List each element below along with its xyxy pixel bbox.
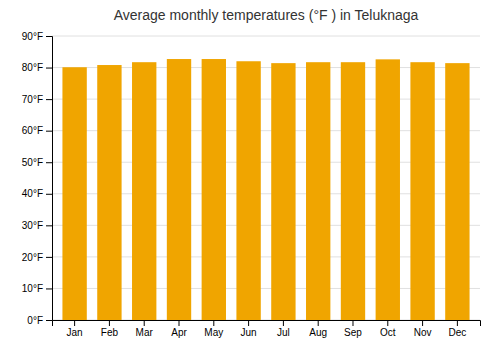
x-tick-label: May (204, 327, 223, 338)
y-tick-mark (46, 99, 52, 100)
grid-line (52, 36, 480, 37)
x-tick-mark (457, 320, 458, 326)
x-tick-mark (352, 320, 353, 326)
bar (97, 65, 121, 320)
x-tick: Mar (136, 320, 154, 338)
x-tick-label: Nov (414, 327, 432, 338)
x-tick-label: Oct (380, 327, 396, 338)
y-tick: 80°F (22, 62, 52, 73)
bar (271, 63, 295, 320)
x-tick-label: Jul (277, 327, 290, 338)
y-tick-mark (46, 225, 52, 226)
y-tick: 10°F (22, 283, 52, 294)
x-tick: Jan (67, 320, 83, 338)
y-tick-mark (46, 68, 52, 69)
x-tick: Apr (171, 320, 187, 338)
x-tick: Sep (344, 320, 362, 338)
y-tick-mark (46, 131, 52, 132)
bar (167, 59, 191, 320)
title: Average monthly temperatures (°F ) in Te… (114, 7, 419, 23)
bar (236, 61, 260, 320)
x-tick-mark (109, 320, 110, 326)
y-tick-mark (46, 36, 52, 37)
y-tick: 60°F (22, 125, 52, 136)
y-tick: 90°F (22, 31, 52, 42)
y-tick-label: 70°F (22, 94, 43, 105)
x-tick-mark (74, 320, 75, 326)
y-tick-label: 60°F (22, 125, 43, 136)
y-tick-mark (46, 320, 52, 321)
x-tick-mark (179, 320, 180, 326)
y-tick-mark (46, 257, 52, 258)
x-tick-label: Feb (101, 327, 119, 338)
y-tick-mark (46, 162, 52, 163)
x-tick: Feb (101, 320, 119, 338)
bar (132, 62, 156, 320)
y-axis-line (46, 37, 53, 321)
y-tick: 20°F (22, 252, 52, 263)
x-tick: Jun (241, 320, 257, 338)
x-tick-label: Aug (309, 327, 327, 338)
x-tick-label: Dec (448, 327, 466, 338)
x-tick-label: Jun (241, 327, 257, 338)
x-tick: Nov (414, 320, 432, 338)
bar (410, 62, 434, 320)
bar (62, 67, 86, 320)
y-axis: 0°F 10°F 20°F 30°F 40°F 50°F 60°F 70°F 80°F 90°F (22, 31, 53, 326)
y-tick-label: 10°F (22, 283, 43, 294)
y-tick: 30°F (22, 220, 52, 231)
y-tick-mark (46, 288, 52, 289)
x-tick-mark (248, 320, 249, 326)
plot-area (62, 59, 469, 320)
x-tick: May (204, 320, 223, 338)
bar (445, 63, 469, 320)
x-axis-line (53, 321, 481, 327)
x-tick-mark (387, 320, 388, 326)
x-tick-label: Apr (171, 327, 187, 338)
y-tick-label: 40°F (22, 188, 43, 199)
y-tick-label: 30°F (22, 220, 43, 231)
x-tick-label: Jan (67, 327, 83, 338)
x-tick-mark (144, 320, 145, 326)
y-tick-label: 80°F (22, 62, 43, 73)
bar (341, 62, 365, 320)
x-axis: Jan Feb Mar Apr May Jun Jul Aug Sep Oct Nov Dec (53, 320, 481, 338)
y-tick: 40°F (22, 188, 52, 199)
y-tick: 70°F (22, 94, 52, 105)
y-tick-mark (46, 194, 52, 195)
y-tick-label: 90°F (22, 31, 43, 42)
grid (52, 36, 480, 320)
x-tick: Dec (448, 320, 466, 338)
x-tick: Oct (380, 320, 396, 338)
x-tick-mark (422, 320, 423, 326)
x-tick: Jul (277, 320, 290, 338)
y-tick: 0°F (27, 315, 52, 326)
x-tick: Aug (309, 320, 327, 338)
y-tick-label: 0°F (27, 315, 43, 326)
chart-container: Jan Feb Mar Apr May Jun Jul Aug Sep Oct Nov Dec 0°F 1… (0, 0, 500, 350)
x-tick-mark (213, 320, 214, 326)
y-tick: 50°F (22, 157, 52, 168)
x-tick-label: Sep (344, 327, 362, 338)
y-tick-label: 20°F (22, 252, 43, 263)
x-tick-mark (318, 320, 319, 326)
bar (376, 59, 400, 320)
x-tick-mark (283, 320, 284, 326)
x-tick-label: Mar (136, 327, 154, 338)
chart: Jan Feb Mar Apr May Jun Jul Aug Sep Oct Nov Dec 0°F 1… (0, 0, 500, 350)
bar (306, 62, 330, 320)
y-tick-label: 50°F (22, 157, 43, 168)
bar (202, 59, 226, 320)
